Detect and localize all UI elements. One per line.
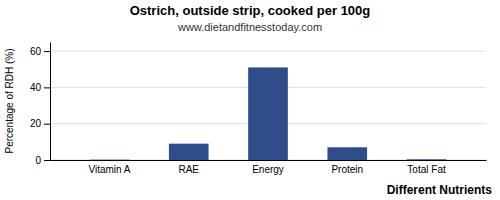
tick-label: 20 [30,118,42,129]
title: Ostrich, outside strip, cooked per 100g [130,3,371,18]
tick-label: Vitamin A [88,164,130,175]
tick-label: RAE [178,164,199,175]
axis-line [50,43,51,161]
y-axis-title: Percentage of RDH (%) [4,48,15,153]
tick: Protein [331,164,363,175]
chart: Ostrich, outside strip, cooked per 100g w… [0,0,500,200]
tick-mark [44,124,50,125]
tick: Total Fat [407,164,446,175]
axis-line [51,160,487,161]
tick-mark [44,51,50,52]
bar [169,144,209,160]
tick: Energy [252,164,284,175]
tick: Vitamin A [88,164,130,175]
plot: 0 20 40 60 Vitamin A RAE Energy Protein Total Fa… [30,43,487,176]
grid-line [50,51,486,52]
tick-label: Energy [252,164,284,175]
tick: 0 [35,155,50,166]
x-axis: Vitamin A RAE Energy Protein Total Fat [51,161,487,176]
tick-label: Protein [331,164,363,175]
subtitle: www.dietandfitnesstoday.com [177,21,322,33]
tick-label: Total Fat [407,164,446,175]
tick: 40 [30,82,50,93]
bars [90,67,447,160]
tick-mark [44,87,50,88]
bar [90,159,130,160]
x-axis-title: Different Nutrients [387,183,493,197]
grid [50,51,486,160]
tick-label: 40 [30,82,42,93]
bar [407,159,447,160]
tick-mark [44,160,50,161]
tick-label: 0 [35,155,41,166]
bar [248,67,288,160]
y-axis: 0 20 40 60 [30,43,51,166]
tick: 60 [30,46,50,57]
bar [327,147,367,160]
tick-label: 60 [30,46,42,57]
tick: 20 [30,118,50,129]
tick: RAE [178,164,199,175]
